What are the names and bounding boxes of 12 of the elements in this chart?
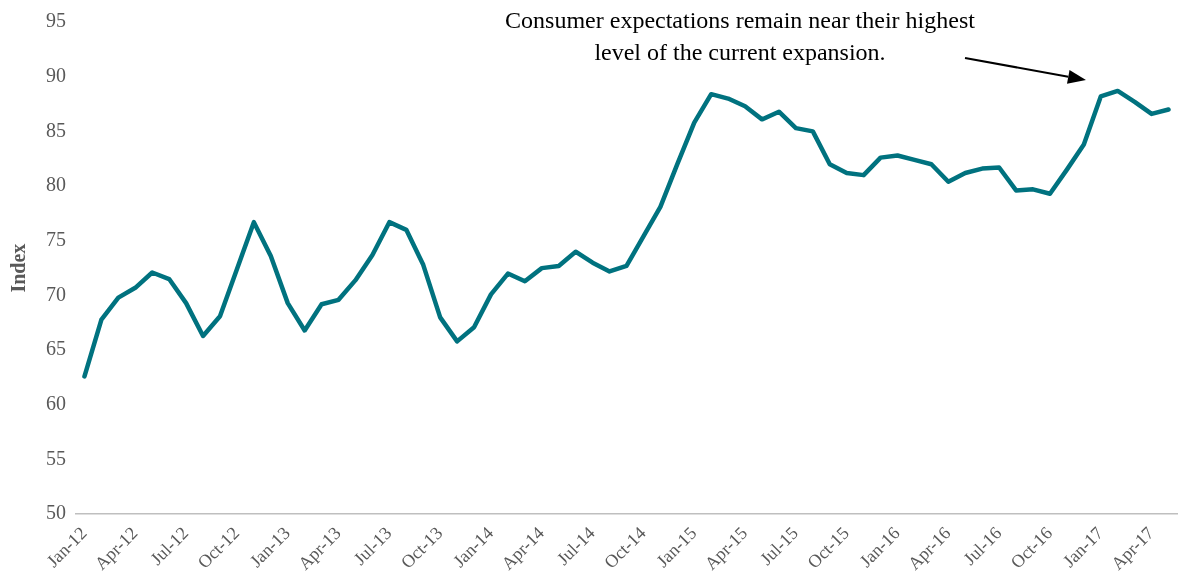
y-tick-label: 60 <box>46 392 66 415</box>
y-axis-title: Index <box>7 243 30 293</box>
y-tick-label: 80 <box>46 173 66 196</box>
y-tick-label: 55 <box>46 446 66 469</box>
y-tick-label: 50 <box>46 501 66 524</box>
annotation: Consumer expectations remain near their highest level of the current expansion. <box>505 7 976 66</box>
y-tick-label: 70 <box>46 282 66 305</box>
y-tick-label: 85 <box>46 118 66 141</box>
y-tick-label: 65 <box>46 337 66 360</box>
y-tick-label: 75 <box>46 228 66 251</box>
y-tick-label: 95 <box>46 9 66 32</box>
y-tick-label: 90 <box>46 63 66 86</box>
